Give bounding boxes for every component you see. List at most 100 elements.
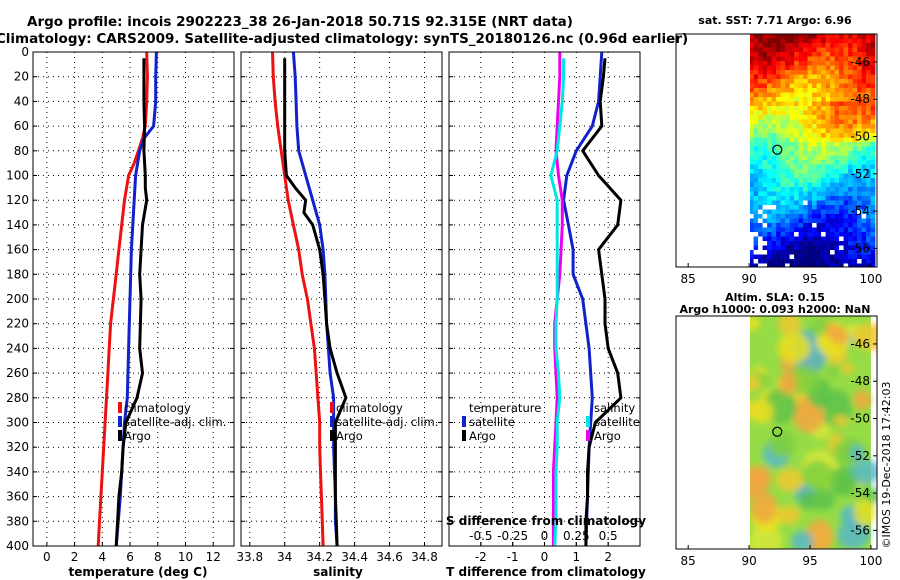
sst-cell [798,178,804,183]
sla-map-tick-labels: 85 90 95 100-46-48-50-52-54-56 [681,337,883,568]
sst-cell [825,142,831,147]
sst-cell [803,47,808,53]
sst-cell [780,74,786,80]
sst-cell [839,65,844,71]
sst-cell [852,137,858,143]
sst-cell [825,128,831,134]
sst-cell [803,164,808,170]
sst-cell [870,128,876,134]
sst-cell [762,43,768,48]
sst-cell [803,232,808,237]
sst-cell [789,124,795,129]
sst-cell [794,182,799,188]
depth-tick-label: 20 [14,70,29,84]
sst-cell [771,79,777,84]
sla-blob [850,444,864,461]
sst-cell [789,83,795,89]
legend-label-climatology: climatology [336,401,403,415]
sst-cell [843,182,849,188]
sst-cell [798,101,804,107]
sst-cell [825,88,831,93]
sst-cell [852,236,858,242]
sst-cell [834,38,840,44]
sst-cell [812,155,817,161]
sst-cell [794,38,799,44]
sst-cell [767,169,772,174]
sst-cell [803,106,808,111]
sst-cell [866,110,871,116]
sst-cell [771,115,777,120]
sst-cell [852,34,858,39]
sst-cell [870,70,876,75]
sst-cell [762,191,768,197]
legend-swatch-t-satellite [462,416,466,427]
lat-tick-label: -50 [850,130,870,144]
sst-cell [767,88,772,93]
sst-cell [812,106,817,111]
sst-cell [803,218,808,224]
sst-cell [852,191,858,197]
sst-cell [803,88,808,93]
sst-cell [812,187,817,192]
sst-cell [803,245,808,251]
sst-cell [785,250,790,255]
sst-cell [750,142,754,147]
sst-cell [861,227,867,233]
sst-cell [780,236,786,242]
sst-cell [816,218,822,224]
sst-cell [767,101,772,107]
sst-cell [821,106,826,111]
sst-cell [821,173,826,179]
sst-cell [821,137,826,143]
sst-cell [857,250,862,255]
sst-cell [812,101,817,107]
sst-cell [861,173,867,179]
sst-cell [861,101,867,107]
sst-cell [848,151,853,156]
sst-cell [816,110,822,116]
sst-cell [803,83,808,89]
sst-cell [780,38,786,44]
sst-cell [870,137,876,143]
s-difference-axis-label: S difference from climatology [446,514,646,528]
sst-cell [794,137,799,143]
sst-cell [798,209,804,215]
sst-cell [776,218,781,224]
sst-cell [803,227,808,233]
sst-cell [780,101,786,107]
x2-tick-label: 0.25 [563,529,590,543]
sst-cell [848,43,853,48]
sla-blob [750,316,761,331]
sst-cell [861,106,867,111]
sst-cell [834,92,840,98]
sst-cell [780,209,786,215]
sst-cell [807,241,813,246]
sst-cell [750,241,754,246]
sst-cell [794,119,799,125]
sst-cell [776,200,781,206]
sst-cell [758,65,763,71]
sst-cell [767,173,772,179]
sst-cell [780,160,786,165]
sst-cell [866,137,871,143]
sst-cell [780,92,786,98]
sst-cell [789,88,795,93]
sst-cell [798,232,804,237]
sst-cell [825,205,831,210]
sst-cell [780,191,786,197]
sst-cell [803,133,808,138]
sst-cell [821,169,826,174]
sst-cell [839,74,844,80]
sst-cell [852,124,858,129]
sst-cell [794,151,799,156]
sst-cell [843,173,849,179]
sst-cell [848,115,853,120]
sst-cell [753,259,759,264]
sla-blob [777,332,811,363]
sst-cell [753,115,759,120]
sst-cell [750,83,754,89]
sst-cell [789,160,795,165]
sst-cell [821,128,826,134]
sst-cell [830,155,835,161]
s-difference-tick-labels: -0.5 -0.25 0 0.25 0.5 [469,529,618,543]
